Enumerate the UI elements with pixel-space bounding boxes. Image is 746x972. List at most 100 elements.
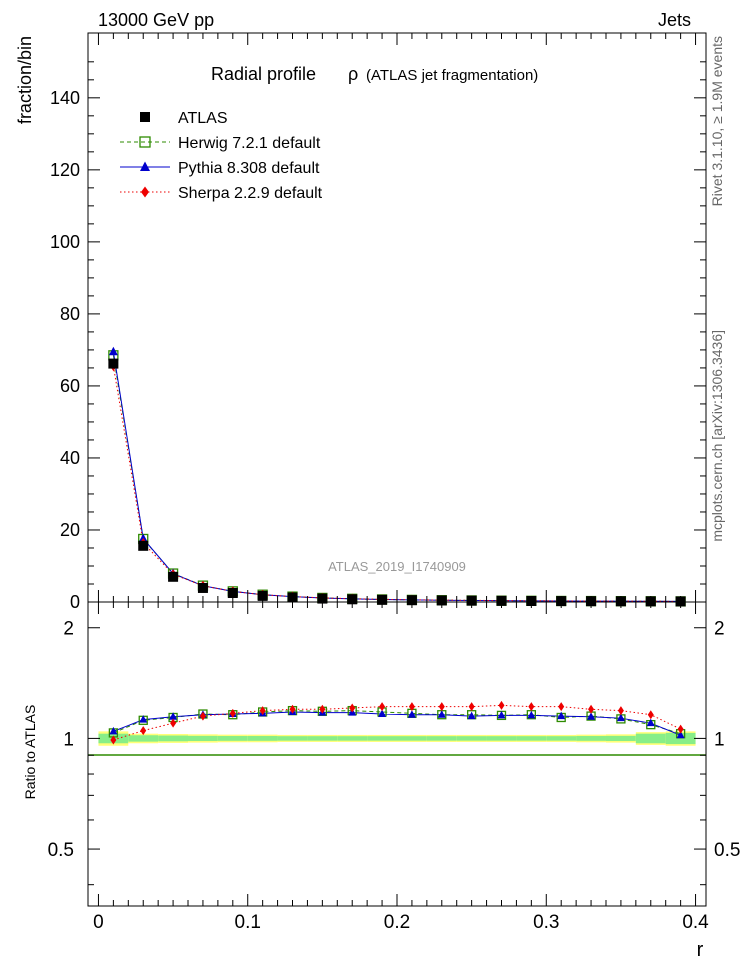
ratio-point-pythia (169, 712, 178, 720)
y-tick-label: 60 (60, 376, 80, 396)
ratio-y-tick-label: 2 (63, 619, 74, 640)
point-atlas (138, 540, 149, 551)
ratio-point-sherpa (647, 710, 654, 720)
ratio-point-sherpa (259, 706, 266, 716)
ratio-point-sherpa (140, 726, 147, 736)
ratio-point-sherpa (528, 702, 535, 712)
ratio-point-sherpa (468, 702, 475, 712)
main-axis-ticks: 0 20 40 60 80 100 120 140 (50, 33, 706, 612)
ratio-band-green (247, 736, 278, 741)
point-pythia (138, 533, 148, 543)
legend-marker (139, 136, 151, 148)
main-y-axis-label: fraction/bin (15, 36, 35, 124)
rivet-side-text: Rivet 3.1.10, ≥ 1.9M events (709, 36, 725, 206)
ratio-point-sherpa (677, 724, 684, 734)
ratio-point-pythia (437, 710, 446, 718)
ratio-band-green (307, 736, 338, 741)
ratio-band-green (605, 735, 636, 741)
legend-label: Pythia 8.308 default (178, 160, 320, 177)
chart-title-main: Radial profile (211, 64, 316, 84)
header-right: Jets (658, 10, 691, 30)
ratio-band-green (128, 735, 159, 742)
ratio-band-green (397, 736, 427, 741)
ratio-point-sherpa (199, 711, 206, 721)
ratio-series-layer (108, 700, 686, 745)
ratio-y-tick-label-right: 2 (714, 619, 725, 640)
point-atlas (108, 358, 119, 369)
chart-title-note: (ATLAS jet fragmentation) (366, 67, 538, 84)
x-tick-label: 0 (93, 912, 104, 933)
ratio-uncertainty-bands (98, 731, 696, 746)
point-atlas (197, 582, 208, 593)
ratio-y-tick-label-right: 0.5 (714, 840, 740, 861)
ratio-y-tick-label: 1 (63, 729, 74, 750)
mcplots-side-text: mcplots.cern.ch [arXiv:1306.3436] (709, 330, 725, 542)
ratio-panel-frame (87, 601, 707, 907)
point-atlas (227, 587, 238, 598)
ratio-point-sherpa (170, 718, 177, 728)
ratio-point-pythia (616, 713, 625, 722)
ratio-line-sherpa (113, 704, 681, 741)
ratio-point-sherpa (229, 708, 236, 718)
y-tick-label: 140 (50, 88, 80, 108)
ratio-band-green (188, 735, 218, 741)
ratio-band-green (158, 735, 189, 742)
ratio-point-sherpa (498, 700, 505, 710)
ratio-band-green (665, 732, 696, 745)
ratio-point-pythia (676, 730, 685, 739)
ratio-point-pythia (646, 718, 655, 727)
ratio-point-pythia (557, 711, 566, 720)
ratio-band-green (337, 736, 368, 741)
legend: ATLAS Herwig 7.2.1 default Pythia 8.308 de… (120, 110, 323, 202)
ratio-point-pythia (497, 710, 506, 719)
legend-label: Herwig 7.2.1 default (178, 135, 321, 152)
legend-item-herwig: Herwig 7.2.1 default (120, 135, 321, 152)
ratio-band-green (367, 736, 397, 741)
ratio-y-tick-label-right: 1 (714, 729, 725, 750)
ratio-point-pythia (587, 712, 596, 720)
point-atlas (257, 590, 268, 601)
header-left: 13000 GeV pp (98, 10, 214, 30)
legend-item-sherpa: Sherpa 2.2.9 default (120, 185, 323, 202)
ratio-band-green (277, 736, 308, 741)
x-tick-label: 0.3 (533, 912, 559, 933)
y-tick-label: 120 (50, 160, 80, 180)
point-atlas (168, 571, 179, 582)
y-tick-label: 20 (60, 520, 80, 540)
x-axis-label: r (697, 939, 704, 961)
chart-title: Radial profile ρ (ATLAS jet fragmentatio… (211, 64, 538, 84)
ratio-point-pythia (467, 711, 476, 720)
legend-label: ATLAS (178, 110, 228, 127)
x-tick-label: 0.2 (384, 912, 410, 933)
y-tick-label: 80 (60, 304, 80, 324)
legend-item-pythia: Pythia 8.308 default (120, 160, 320, 177)
ratio-band-green (486, 736, 517, 741)
ratio-point-sherpa (379, 702, 386, 712)
legend-label: Sherpa 2.2.9 default (178, 185, 323, 202)
ratio-line-pythia (113, 711, 681, 736)
ratio-point-pythia (378, 709, 387, 718)
ratio-point-sherpa (617, 706, 624, 716)
ratio-band-green (546, 736, 577, 741)
ratio-band-green (635, 733, 666, 744)
ratio-band-green (456, 736, 487, 741)
ratio-band-green (516, 736, 547, 741)
legend-item-atlas: ATLAS (140, 110, 228, 127)
ratio-point-sherpa (588, 704, 595, 714)
x-tick-label: 0.4 (682, 912, 709, 933)
ratio-point-sherpa (110, 735, 117, 745)
ratio-point-sherpa (438, 702, 445, 712)
analysis-watermark: ATLAS_2019_I1740909 (328, 559, 466, 574)
ratio-point-pythia (139, 715, 148, 723)
ratio-point-pythia (109, 726, 118, 735)
y-tick-label: 0 (70, 592, 80, 612)
ratio-y-axis-label: Ratio to ATLAS (22, 705, 38, 800)
point-pythia (108, 346, 118, 356)
x-tick-label: 0.1 (235, 912, 261, 933)
ratio-point-pythia (527, 710, 536, 719)
ratio-point-sherpa (408, 702, 415, 712)
ratio-point-sherpa (349, 703, 356, 713)
ratio-point-sherpa (319, 704, 326, 714)
y-tick-label: 100 (50, 232, 80, 252)
